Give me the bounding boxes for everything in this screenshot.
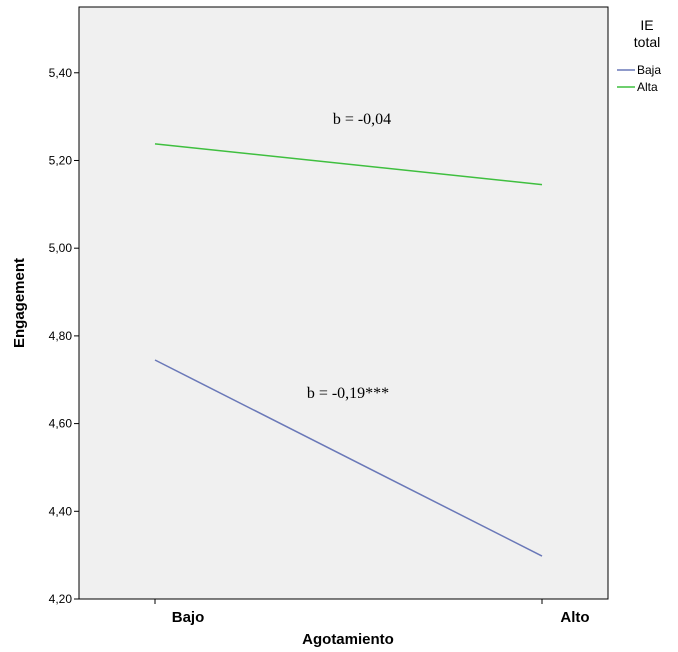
y-axis-ticks: 4,20 4,40 4,60 4,80 5,00 5,20 5,40 [49, 66, 79, 606]
legend-label-alta: Alta [637, 80, 658, 94]
y-tick-label: 5,40 [49, 66, 73, 80]
legend-title-line2: total [634, 34, 660, 50]
x-axis-ticks: Bajo Alto [154, 599, 590, 626]
y-axis-title: Engagement [11, 258, 28, 348]
x-axis-title: Agotamiento [302, 631, 394, 648]
series-lines [154, 143, 543, 557]
y-tick-label: 4,20 [49, 592, 73, 606]
legend-label-baja: Baja [637, 63, 661, 77]
annotation-baja: b = -0,19*** [307, 385, 389, 402]
plot-area [78, 6, 609, 600]
series-line-baja [154, 359, 543, 557]
legend: IE total Baja Alta [617, 17, 661, 94]
x-category-label: Alto [560, 609, 589, 626]
y-tick-label: 4,60 [49, 417, 73, 431]
y-tick-label: 4,80 [49, 329, 73, 343]
series-line-alta [154, 143, 543, 186]
x-category-label: Bajo [172, 609, 205, 626]
y-tick-label: 5,20 [49, 153, 73, 167]
annotation-alta: b = -0,04 [333, 111, 391, 128]
y-tick-label: 4,40 [49, 504, 73, 518]
y-tick-label: 5,00 [49, 241, 73, 255]
legend-title-line1: IE [640, 17, 653, 33]
